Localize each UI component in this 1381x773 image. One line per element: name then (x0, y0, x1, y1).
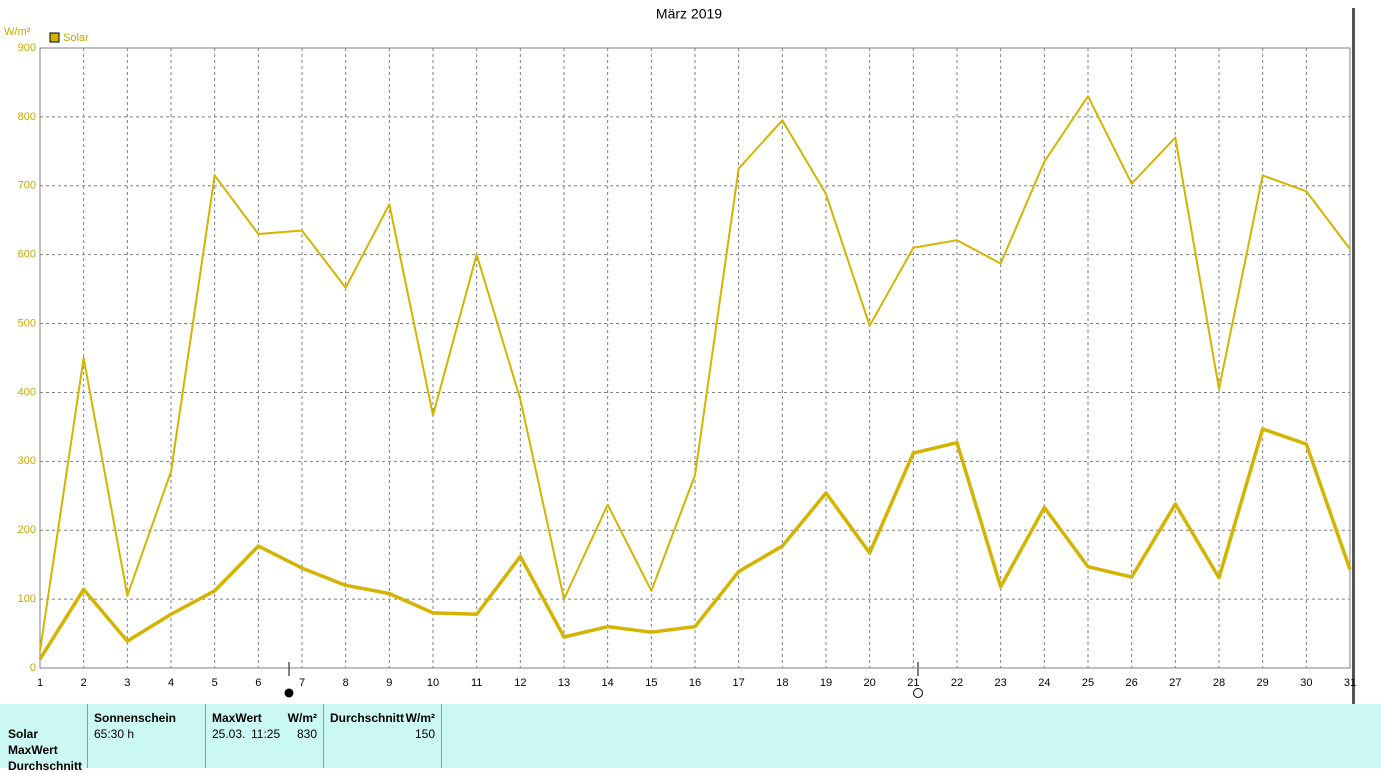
x-tick-label: 24 (1038, 677, 1050, 689)
legend-swatch (49, 32, 60, 43)
x-tick-label: 4 (168, 677, 174, 689)
x-tick-label: 8 (343, 677, 349, 689)
cell: 150 (414, 727, 435, 741)
x-tick-label: 17 (733, 677, 745, 689)
cell: 65:30 h (94, 727, 135, 741)
chart: März 2019 W/m² Solar 0 100 200 300 400 500 600… (4, 6, 1356, 704)
x-tick-label: 13 (558, 677, 570, 689)
full-moon-icon (913, 688, 923, 698)
y-tick-label: 0 (30, 662, 36, 674)
cell: 11:25 (251, 727, 281, 741)
separator (205, 704, 206, 768)
column-header: Durchschnitt (330, 711, 405, 725)
column-header: Sonnenschein (94, 711, 177, 725)
x-tick-label: 20 (864, 677, 876, 689)
x-tick-label: 10 (427, 677, 439, 689)
y-tick-label: 500 (18, 317, 36, 329)
legend-label: Solar (63, 32, 89, 44)
y-tick-label: 200 (18, 524, 36, 536)
x-tick-label: 16 (689, 677, 701, 689)
x-tick-label: 3 (124, 677, 130, 689)
x-tick-label: 27 (1169, 677, 1181, 689)
y-tick-label: 300 (18, 455, 36, 467)
x-tick-label: 2 (81, 677, 87, 689)
x-tick-label: 31 (1344, 677, 1356, 689)
separator (87, 704, 88, 768)
data-line (39, 95, 1351, 651)
x-tick-label: 11 (471, 677, 482, 689)
x-tick-label: 22 (951, 677, 963, 689)
new-moon-icon (284, 688, 294, 698)
y-tick-label: 600 (18, 249, 36, 261)
cell: 830 (296, 727, 317, 741)
column-unit: W/m² (287, 711, 317, 725)
separator (441, 704, 442, 768)
y-unit: W/m² (4, 26, 31, 38)
cell: 25.03. (212, 727, 246, 741)
chart-title: März 2019 (656, 6, 722, 22)
x-tick-label: 23 (995, 677, 1007, 689)
y-tick-label: 400 (18, 386, 36, 398)
x-tick-label: 21 (907, 677, 919, 689)
y-tick-label: 800 (18, 111, 36, 123)
right-edge (1352, 8, 1355, 704)
x-tick-label: 18 (776, 677, 788, 689)
x-tick-label: 29 (1257, 677, 1269, 689)
y-tick-label: 100 (18, 593, 36, 605)
x-tick-label: 1 (37, 677, 43, 689)
x-tick-label: 28 (1213, 677, 1225, 689)
x-tick-label: 6 (255, 677, 261, 689)
summary-table: Solar MaxWert Durchschnitt Sonnenschein … (0, 704, 1381, 773)
x-tick-label: 5 (212, 677, 218, 689)
x-tick-label: 9 (386, 677, 392, 689)
column-header: MaxWert (212, 711, 262, 725)
x-tick-label: 7 (299, 677, 305, 689)
x-tick-label: 14 (602, 677, 614, 689)
x-tick-label: 12 (514, 677, 526, 689)
data-line (38, 427, 1352, 660)
separator (323, 704, 324, 768)
y-tick-label: 900 (18, 42, 36, 54)
y-tick-label: 700 (18, 180, 36, 192)
x-tick-label: 26 (1126, 677, 1138, 689)
x-tick-label: 15 (645, 677, 657, 689)
row-label: MaxWert (8, 743, 58, 757)
row-label: Durchschnitt (8, 759, 83, 773)
x-tick-label: 30 (1300, 677, 1312, 689)
row-label: Solar (8, 727, 39, 741)
x-tick-label: 25 (1082, 677, 1094, 689)
column-unit: W/m² (405, 711, 435, 725)
x-tick-label: 19 (820, 677, 832, 689)
